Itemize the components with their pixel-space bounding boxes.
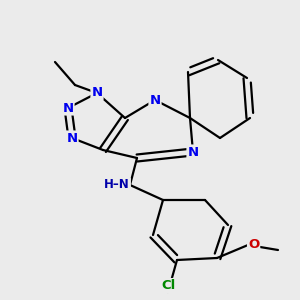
Text: N: N: [62, 101, 74, 115]
Text: N: N: [66, 131, 78, 145]
Text: O: O: [248, 238, 259, 251]
Text: N: N: [188, 146, 199, 158]
Text: N: N: [92, 86, 103, 100]
Text: H–N: H–N: [104, 178, 130, 191]
Text: Cl: Cl: [161, 279, 175, 292]
Text: N: N: [149, 94, 161, 106]
